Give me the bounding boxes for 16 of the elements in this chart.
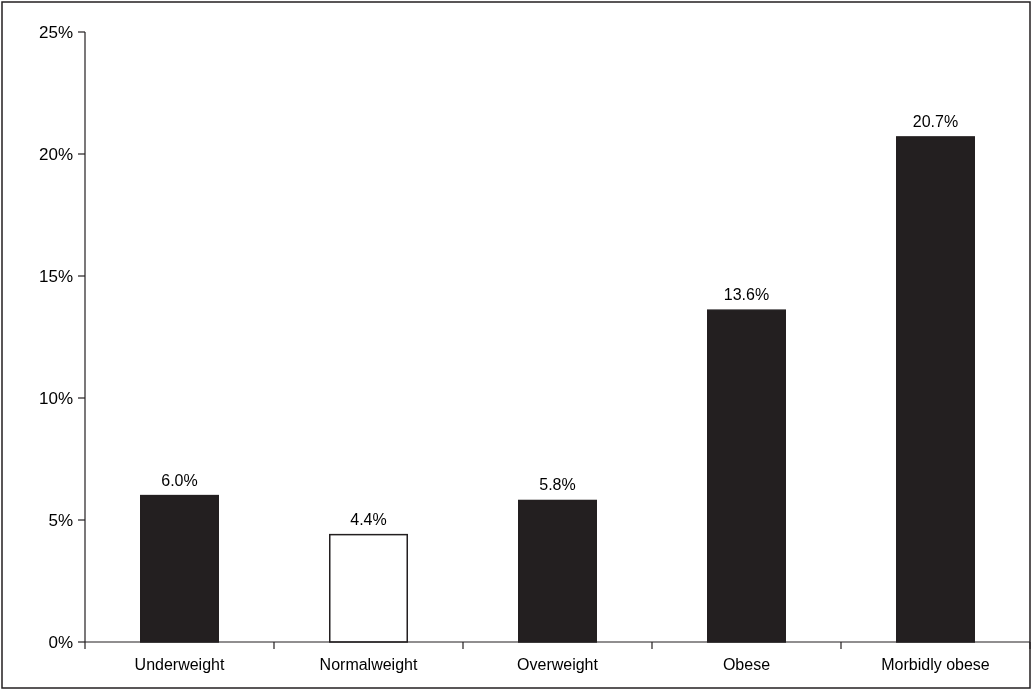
x-tick-label: Overweight [517, 656, 599, 673]
x-tick-label: Obese [722, 656, 771, 673]
y-tick-label: 0% [48, 632, 73, 652]
data-label: 5.8% [539, 476, 576, 494]
y-tick-label: 15% [38, 266, 73, 286]
data-label: 4.4% [350, 510, 387, 528]
y-tick-label: 10% [38, 388, 73, 408]
data-label: 20.7% [912, 112, 959, 130]
x-tick-label: Underweight [134, 656, 225, 673]
data-label: 13.6% [723, 286, 770, 304]
x-tick-label: Morbidly obese [881, 656, 990, 673]
y-tick-label: 20% [38, 144, 73, 164]
y-tick-label: 25% [38, 22, 73, 42]
y-tick-label: 5% [48, 510, 73, 530]
data-label: 6.0% [161, 471, 198, 489]
x-tick-label: Normalweight [319, 656, 418, 673]
